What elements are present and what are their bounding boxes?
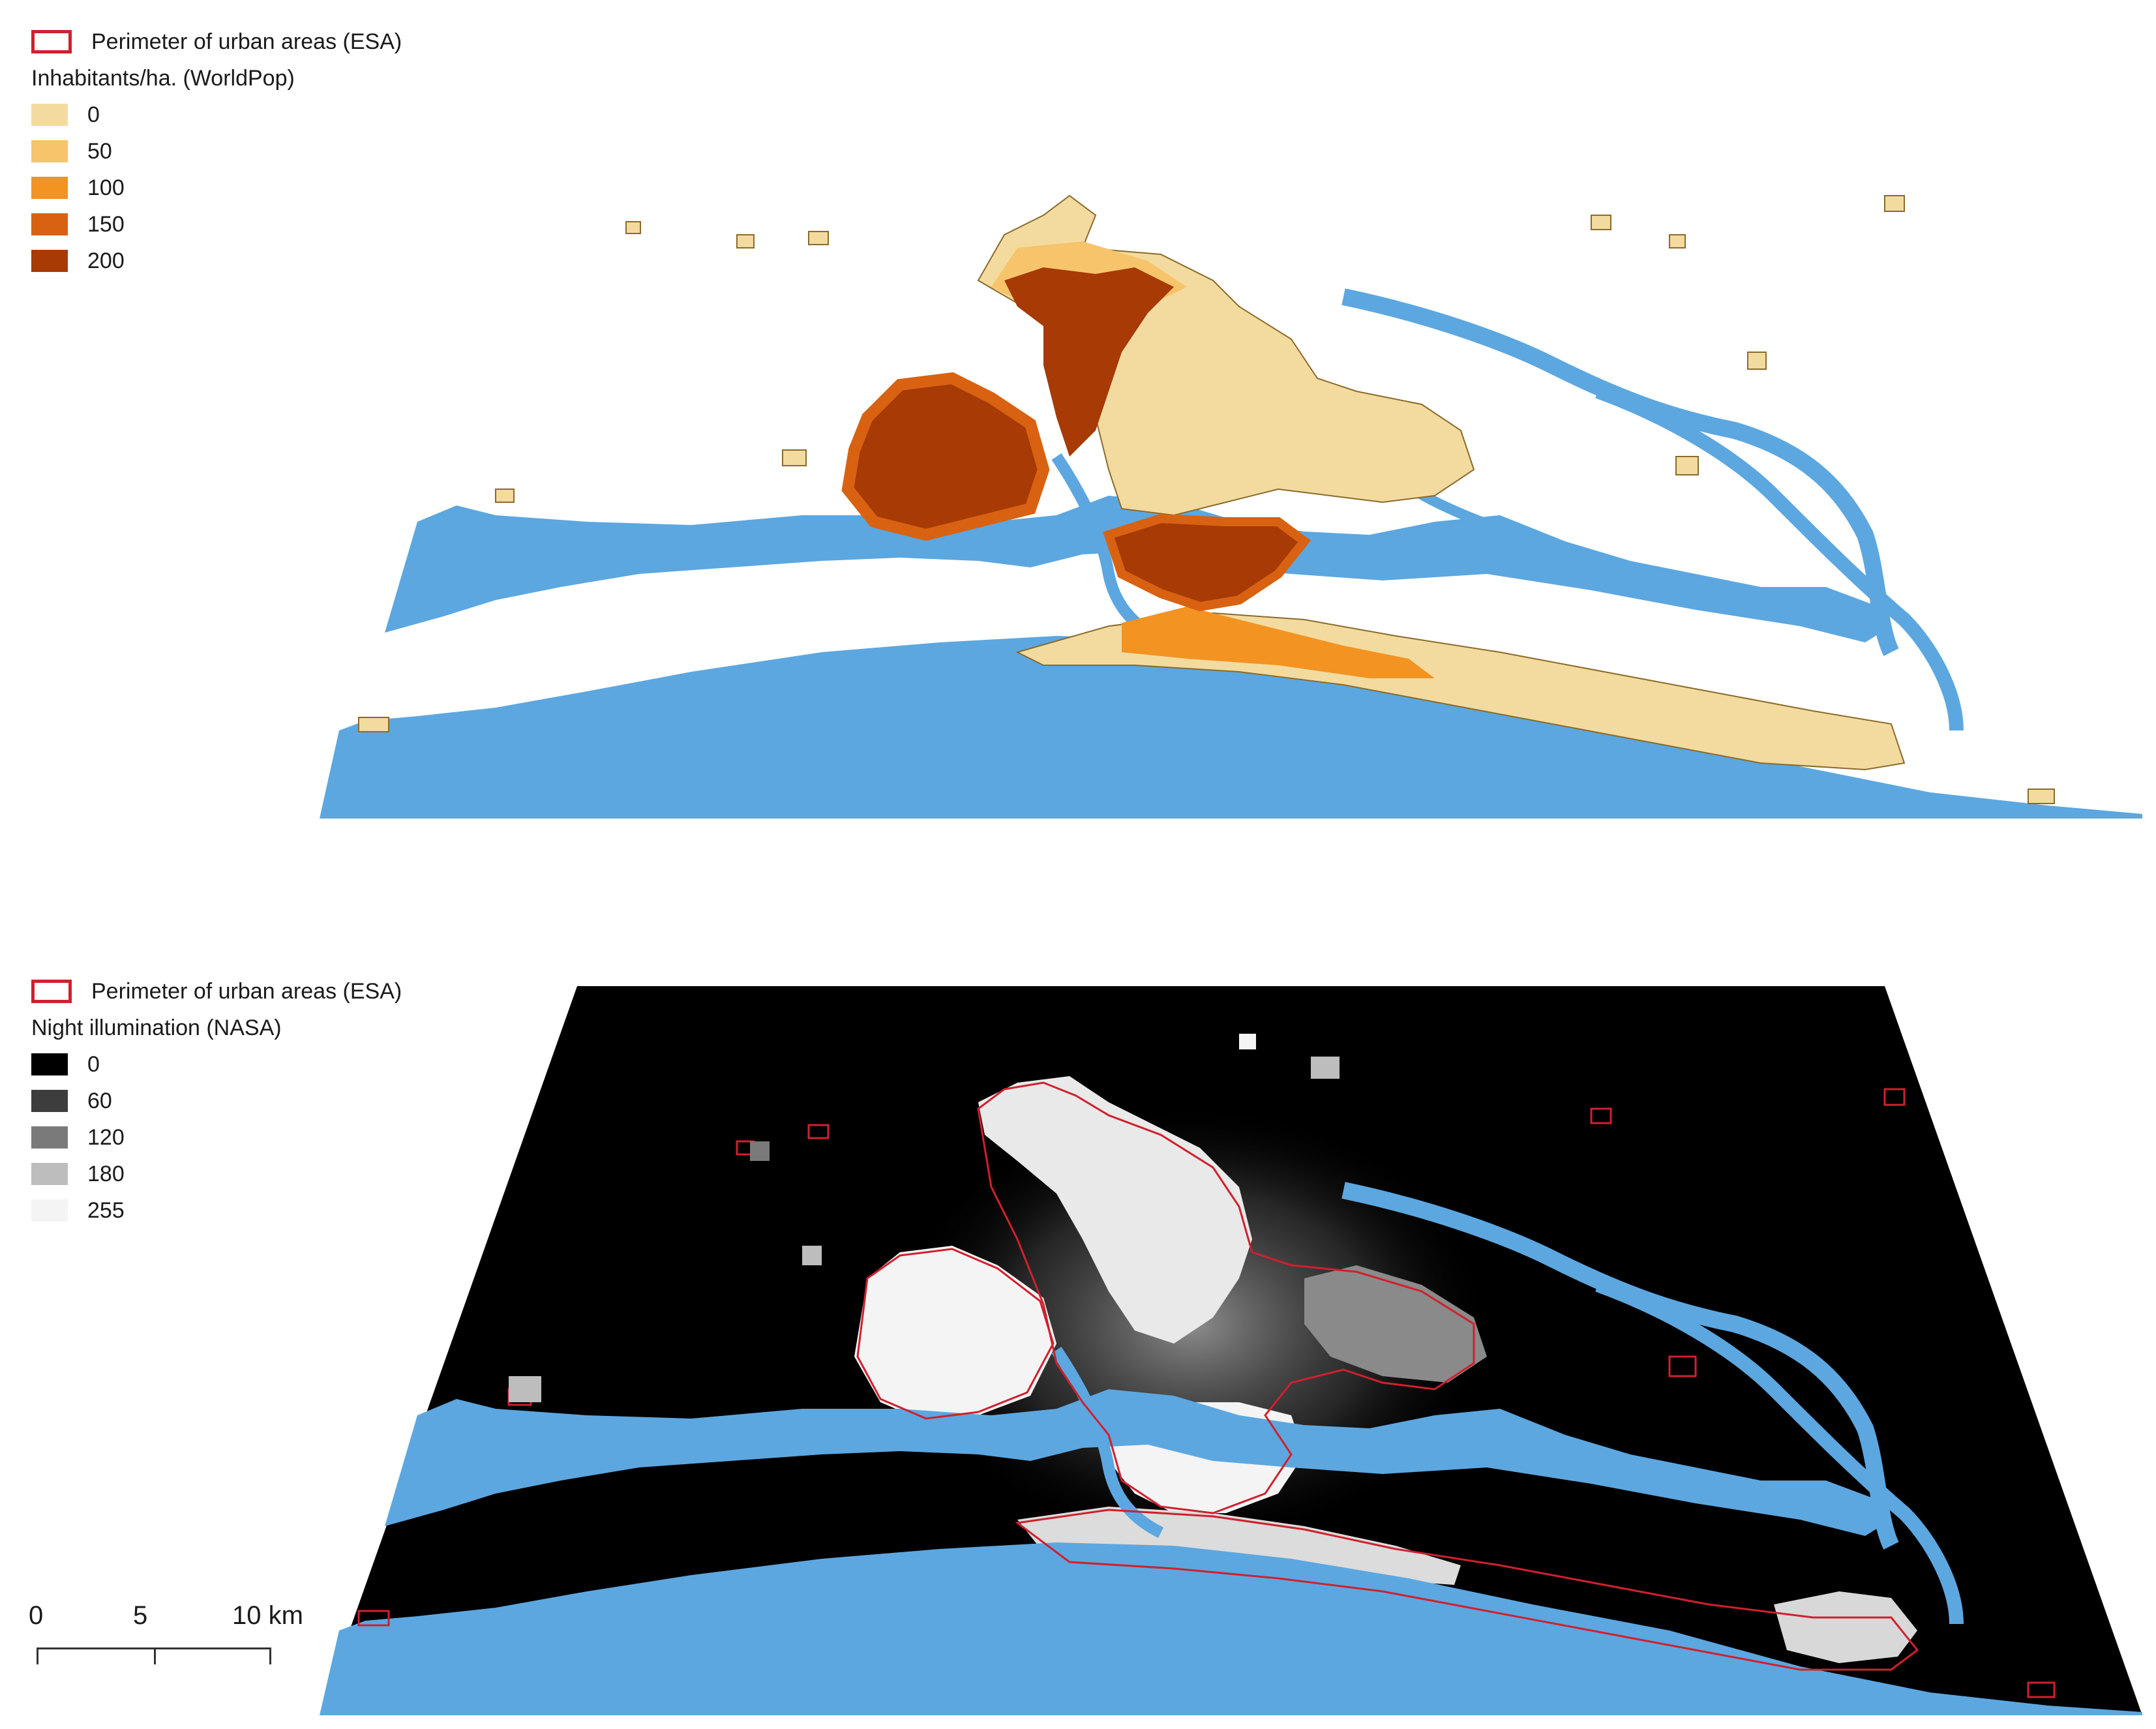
scale-tick-10: 10 km: [232, 1601, 303, 1630]
river-channel-northeast: [1595, 384, 1964, 731]
scale-tick-mark: [154, 1647, 156, 1664]
illumination-class-4: 255: [31, 1192, 488, 1229]
lagoon-water: [385, 1389, 1891, 1536]
river-channel-northeast: [1595, 1278, 1964, 1625]
settlement-patch: [1669, 234, 1686, 248]
density-high-coast: [1122, 607, 1435, 678]
illumination-class-0: 0: [31, 1046, 488, 1083]
settlement-patch: [358, 717, 389, 732]
scale-tick-5: 5: [133, 1601, 148, 1630]
settlement-patch: [808, 231, 829, 245]
illumination-bright-southeast: [1774, 1591, 1917, 1663]
urban-perimeter-outline: [357, 1610, 390, 1627]
settlement-patch: [495, 489, 515, 503]
sea-area: [320, 636, 2142, 819]
illumination-swatch: [31, 1163, 68, 1185]
illumination-swatch: [31, 1053, 68, 1075]
lit-pixel: [802, 1246, 822, 1265]
population-class-label: 100: [87, 175, 125, 200]
urban-perimeter-label: Perimeter of urban areas (ESA): [91, 29, 402, 54]
population-class-4: 200: [31, 243, 488, 279]
illumination-bright-west: [854, 1246, 1056, 1422]
population-class-label: 0: [87, 102, 100, 127]
illumination-class-label: 0: [87, 1051, 100, 1077]
urban-perimeter-outline: [807, 1124, 830, 1139]
urban-perimeter-label: Perimeter of urban areas (ESA): [91, 978, 402, 1004]
settlement-patch: [1675, 456, 1699, 475]
urban-perimeter-outline: [1668, 1355, 1697, 1377]
population-class-0: 0: [31, 97, 488, 133]
illumination-medium-east: [1304, 1265, 1487, 1383]
urban-perimeter-swatch: [31, 30, 72, 53]
settlement-patch: [1884, 195, 1905, 212]
illumination-swatch: [31, 1126, 68, 1149]
density-very-high-center: [1103, 513, 1311, 612]
urban-perimeter-outline: [1590, 1107, 1612, 1124]
population-swatch: [31, 250, 68, 272]
population-legend: Perimeter of urban areas (ESA) Inhabitan…: [31, 23, 488, 279]
settlement-patch: [2028, 789, 2055, 804]
illumination-class-3: 180: [31, 1156, 488, 1192]
scale-bar: 0 5 10 km: [26, 1601, 326, 1686]
lit-pixel: [1311, 1057, 1340, 1079]
sea-area: [320, 1542, 2142, 1715]
river-channel-east: [1341, 1182, 1899, 1550]
illumination-legend-title: Night illumination (NASA): [31, 1015, 282, 1040]
legend-urban-perimeter: Perimeter of urban areas (ESA): [31, 23, 488, 60]
scale-tick-mark: [37, 1647, 38, 1664]
population-swatch: [31, 213, 68, 235]
illumination-class-label: 255: [87, 1197, 125, 1223]
urban-perimeter-swatch: [31, 980, 72, 1003]
scale-tick-0: 0: [29, 1601, 44, 1630]
population-legend-title: Inhabitants/ha. (WorldPop): [31, 66, 295, 91]
illumination-class-label: 60: [87, 1088, 112, 1113]
urban-perimeter-outline: [1883, 1088, 1906, 1106]
illumination-class-1: 60: [31, 1083, 488, 1119]
settlement-patch: [1591, 215, 1611, 230]
river-channel-inland: [1051, 1347, 1164, 1539]
legend-urban-perimeter: Perimeter of urban areas (ESA): [31, 973, 488, 1010]
population-class-1: 50: [31, 133, 488, 170]
lit-pixel: [750, 1141, 770, 1161]
urban-perimeter-outline: [856, 1248, 1055, 1420]
population-class-label: 50: [87, 138, 112, 164]
settlement-patch: [782, 449, 807, 466]
density-very-high-north: [1004, 267, 1174, 457]
settlement-patch: [736, 234, 755, 248]
urban-perimeter-outline: [2027, 1681, 2056, 1698]
illumination-class-label: 180: [87, 1161, 125, 1186]
population-map: [320, 194, 2142, 819]
illumination-bright-coast: [1017, 1507, 1461, 1585]
illumination-swatch: [31, 1090, 68, 1112]
settlement-patch: [625, 221, 641, 234]
population-swatch: [31, 104, 68, 126]
lit-pixel: [509, 1376, 541, 1402]
scale-tick-mark: [269, 1647, 271, 1664]
illumination-class-2: 120: [31, 1119, 488, 1156]
population-swatch: [31, 177, 68, 199]
population-class-3: 150: [31, 206, 488, 243]
population-class-2: 100: [31, 170, 488, 206]
urban-perimeter-outline: [1015, 1509, 1919, 1671]
night-illumination-map: [320, 986, 2142, 1715]
illumination-bright-north: [978, 1076, 1252, 1344]
urban-perimeter-outline: [977, 1081, 1475, 1514]
density-very-high-west: [841, 372, 1050, 541]
population-class-label: 150: [87, 211, 125, 237]
river-channel-east: [1341, 288, 1899, 656]
lit-pixel: [1239, 1034, 1256, 1049]
illumination-legend: Perimeter of urban areas (ESA) Night ill…: [31, 973, 488, 1229]
illumination-class-label: 120: [87, 1124, 125, 1150]
settlement-patch: [1747, 352, 1767, 370]
illumination-swatch: [31, 1199, 68, 1222]
population-swatch: [31, 140, 68, 162]
population-class-label: 200: [87, 248, 125, 273]
